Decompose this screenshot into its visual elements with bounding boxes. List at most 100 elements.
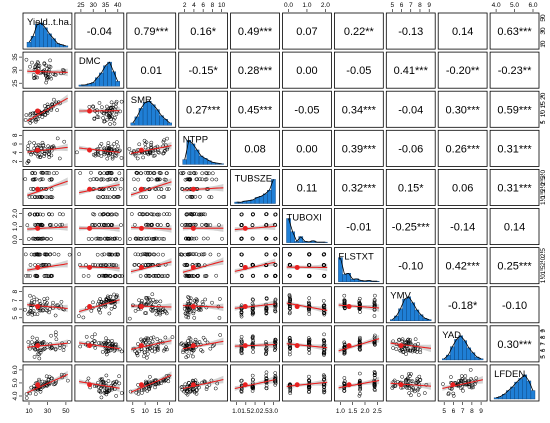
center-marker (190, 343, 196, 349)
scatter-point (358, 387, 362, 392)
tick-label: 8 (418, 2, 422, 9)
smooth-line (390, 342, 432, 349)
scatter-point (33, 195, 37, 200)
scatter-point (416, 393, 421, 397)
scatter-point (155, 337, 160, 342)
scatter-point (136, 342, 140, 346)
scatter-point (150, 292, 155, 297)
scatter-point (28, 293, 32, 298)
panel-NTPP-DMC (74, 129, 125, 167)
density-curve (340, 257, 378, 282)
scatter-point (50, 144, 54, 149)
scatter-point (179, 341, 184, 346)
correlation-value: 0.00 (296, 143, 317, 155)
scatter-point (43, 73, 48, 78)
scatter-point (162, 237, 166, 241)
panel-frame (282, 129, 332, 167)
scatter-point (162, 378, 167, 383)
scatter-point (158, 312, 162, 317)
tick-label: 2.0 (360, 408, 369, 415)
panel-frame (489, 168, 540, 206)
tick-label: 35 (102, 2, 110, 9)
scatter-point (110, 237, 115, 241)
scatter-point (152, 349, 157, 354)
correlation-value: 0.14 (504, 222, 525, 234)
smooth-line (130, 374, 172, 393)
scatter-point (48, 307, 52, 311)
panel-LFDEN-FLSTXT (333, 364, 384, 402)
panel-LFDEN-YAD (437, 364, 488, 402)
correlation-value: 0.26*** (446, 143, 481, 155)
panel-YMV-Yield..t.ha. (22, 286, 73, 324)
scatter-point (451, 391, 456, 396)
scatter-point (136, 307, 141, 312)
panel-Yield..t.ha.-FLSTXT: 0.22** (333, 12, 384, 50)
tick-label: 3.0 (269, 408, 278, 415)
scatter-point (206, 236, 210, 241)
scatter-point (153, 385, 157, 390)
scatter-point (119, 99, 124, 104)
scatter-point (98, 171, 103, 176)
tick-label: 30 (540, 27, 547, 35)
scatter-point (161, 348, 166, 353)
scatter-point (165, 347, 169, 352)
scatter-point (416, 342, 421, 346)
tick-label: 1.0 (302, 2, 311, 9)
panel-frame (333, 90, 384, 128)
scatter-point (28, 64, 32, 69)
scatter-point (45, 236, 50, 241)
scatter-point (112, 187, 117, 192)
tick-label: 35 (12, 53, 19, 61)
scatter-point (49, 187, 54, 192)
smooth-line (130, 261, 172, 273)
scatter-point (94, 236, 98, 241)
scatter-point (165, 274, 170, 279)
panel-YAD-TUBSZE (230, 325, 280, 363)
scatter-point (26, 273, 30, 278)
scatter-point (31, 177, 36, 182)
density-curve (184, 140, 222, 165)
scatter-point (28, 111, 33, 116)
correlation-value: 0.01 (141, 65, 162, 77)
scatter-point (240, 340, 244, 345)
scatter-point (62, 139, 67, 144)
panel-NTPP-YAD: 0.26*** (437, 129, 488, 167)
smooth-line (182, 260, 224, 273)
scatter-point (143, 263, 148, 268)
scatter-point (273, 273, 278, 278)
tick-label: 5.0 (12, 378, 19, 387)
scatter-point (158, 223, 163, 227)
scatter-point (28, 263, 33, 267)
tick-label: 7 (12, 298, 19, 302)
scatter-point (179, 252, 183, 257)
scatter-point (306, 336, 311, 340)
scatter-point (162, 177, 167, 182)
scatter-point (40, 170, 45, 175)
scatter-point (150, 309, 155, 313)
panel-SMR-SMR: SMR (126, 90, 177, 128)
scatter-point (287, 252, 292, 257)
tick-label: 50 (540, 14, 547, 22)
scatter-point (200, 177, 205, 182)
tick-label: 6 (12, 307, 19, 311)
scatter-point (45, 67, 49, 71)
tick-label: 10 (540, 40, 547, 48)
scatter-point (208, 346, 213, 351)
scatter-point (103, 223, 108, 227)
scatter-point (307, 296, 312, 301)
scatter-point (251, 377, 255, 382)
smooth-line (338, 379, 380, 389)
scatter-point (307, 309, 311, 314)
scatter-point (273, 378, 278, 383)
scatter-point (109, 100, 114, 105)
panel-frame (489, 247, 540, 285)
center-marker (87, 264, 93, 270)
panel-YMV-LFDEN: -0.10 (489, 286, 540, 324)
panel-frame (333, 51, 384, 89)
center-marker (35, 225, 41, 231)
scatter-point (102, 252, 107, 257)
center-marker (346, 382, 352, 388)
scatter-point (273, 381, 278, 386)
scatter-point (42, 154, 46, 158)
scatter-point (97, 101, 102, 105)
